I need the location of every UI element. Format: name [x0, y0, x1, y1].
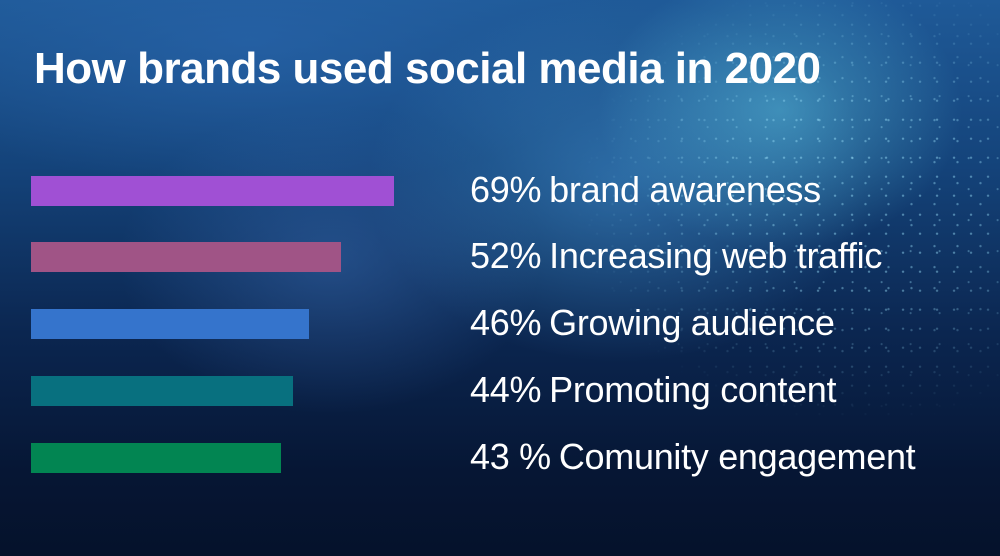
bar-label: 52% Increasing web traffic: [470, 230, 882, 282]
bar-growing-audience: [31, 309, 309, 339]
bar-promoting-content: [31, 376, 293, 406]
bar-label: 43 % Comunity engagement: [470, 431, 916, 483]
bar-row-promoting-content: 44% Promoting content: [0, 369, 1000, 410]
chart-title: How brands used social media in 2020: [34, 44, 821, 93]
category-label: Increasing web traffic: [549, 235, 883, 276]
category-label: Comunity engagement: [558, 436, 916, 477]
category-label: Promoting content: [549, 369, 837, 410]
bar-row-web-traffic: 52% Increasing web traffic: [0, 235, 1000, 276]
category-label: Growing audience: [549, 302, 835, 343]
bar-label: 69% brand awareness: [470, 164, 821, 216]
percent-value: 69%: [470, 169, 542, 210]
bar-web-traffic: [31, 242, 341, 272]
bar-brand-awareness: [31, 176, 394, 206]
bar-row-community-engagement: 43 % Comunity engagement: [0, 436, 1000, 477]
bar-label: 46% Growing audience: [470, 297, 835, 349]
bar-row-brand-awareness: 69% brand awareness: [0, 169, 1000, 210]
percent-value: 43 %: [470, 436, 551, 477]
bar-community-engagement: [31, 443, 281, 473]
bar-label: 44% Promoting content: [470, 364, 837, 416]
category-label: brand awareness: [549, 169, 821, 210]
percent-value: 46%: [470, 302, 542, 343]
percent-value: 44%: [470, 369, 542, 410]
bar-row-growing-audience: 46% Growing audience: [0, 302, 1000, 343]
percent-value: 52%: [470, 235, 542, 276]
